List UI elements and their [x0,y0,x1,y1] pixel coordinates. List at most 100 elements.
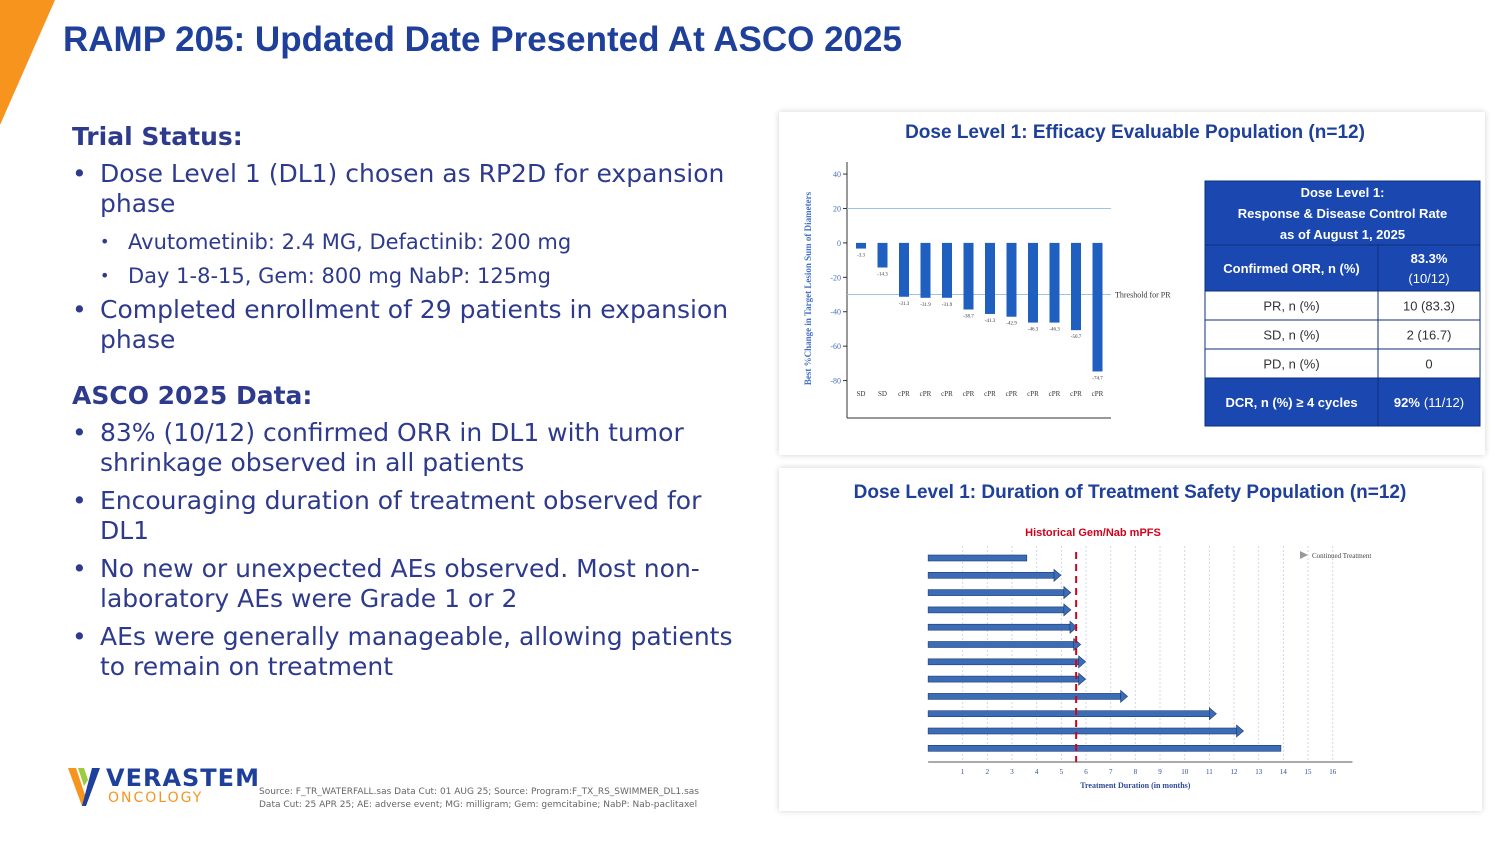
x-tick-label: 6 [1084,768,1088,776]
bar [942,242,952,298]
table-cell [1377,319,1481,350]
continued-arrow [1063,585,1072,600]
annotation: Historical Gem/Nab mPFS [1025,527,1161,539]
legend-label: Continued Treatment [1312,552,1371,560]
x-tick-label: 9 [1158,768,1162,776]
bar [963,242,974,310]
bar [927,693,1121,700]
y-tick-label: -80 [830,377,841,386]
section: ASCO 2025 Data: 83% (10/12) confirmed ORR… [72,381,752,682]
section-heading: Trial Status: [72,122,243,151]
table-cell [1204,290,1379,321]
y-tick-label: 0 [837,239,841,248]
table-header: as of August 1, 2025 [1280,227,1405,242]
bar [1092,242,1103,372]
table-cell [1377,244,1481,292]
x-tick-label: 16 [1329,768,1337,776]
table-value: (11/12) [1424,395,1464,410]
value-label: -3.3 [857,254,865,259]
x-tick-label: 8 [1134,768,1138,776]
x-tick-label: 14 [1280,768,1288,776]
continued-arrow [1120,689,1129,704]
y-tick-label: -40 [830,308,841,317]
table-value: 0 [1425,357,1432,372]
bullet: Completed enrollment of 29 patients in e… [72,295,752,355]
bar [927,623,1071,631]
corner-accent [0,0,55,125]
x-axis-label: Treatment Duration (in months) [1080,781,1190,790]
sub-bullet: Avutometinib: 2.4 MG, Defactinib: 200 mg [100,227,752,257]
bar [877,242,888,268]
bar [927,554,1028,562]
bullet: Encouraging duration of treatment observ… [72,486,752,546]
x-tick-label: 4 [1035,768,1039,776]
bullet: AEs were generally manageable, allowing … [72,622,752,682]
x-tick-label: SD [857,390,866,398]
table-value: 10 (83.3) [1403,299,1455,314]
bar [927,710,1210,717]
table-label: PR, n (%) [1263,299,1319,314]
bar [927,641,1074,648]
value-label: -31.9 [920,303,931,308]
continued-arrow [1069,620,1078,634]
bar [927,744,1282,752]
table-label: DCR, n (%) ≥ 4 cycles [1225,395,1357,410]
bar [927,606,1065,614]
logo-subtext: ONCOLOGY [108,790,204,806]
y-tick-label: 40 [833,170,841,179]
bar [927,589,1065,596]
y-tick-label: -60 [830,342,841,351]
x-tick-label: cPR [920,390,932,398]
bar [1049,242,1060,323]
swimmer-chart: Dose Level 1: Duration of Treatment Safe… [854,482,1407,790]
bar [927,727,1237,735]
table-label: PD, n (%) [1263,357,1319,372]
value-label: -38.7 [963,314,974,319]
x-tick-label: 12 [1231,768,1239,776]
section: Trial Status: Dose Level 1 (DL1) chosen a… [72,122,752,355]
table-cell [1377,348,1481,379]
table-header: Response & Disease Control Rate [1238,206,1448,221]
continued-arrow [1078,672,1087,686]
continued-arrow [1063,603,1072,617]
table-header: Dose Level 1: [1301,185,1385,200]
x-tick-label: SD [878,390,887,398]
waterfall-chart: Dose Level 1: Efficacy Evaluable Populat… [803,122,1481,427]
table-label: SD, n (%) [1263,328,1319,343]
x-tick-label: 13 [1255,768,1263,776]
logo-text: VERASTEM [106,764,260,792]
x-tick-label: cPR [1006,390,1018,398]
bar [899,242,909,297]
x-tick-label: cPR [984,390,996,398]
bar [985,242,995,314]
x-tick-label: 11 [1206,768,1213,776]
y-tick-label: -20 [830,273,841,282]
table-cell [1377,290,1481,321]
legend-arrow [1300,551,1308,559]
continued-arrow [1236,724,1244,738]
waterfall-card: Dose Level 1: Efficacy Evaluable Populat… [779,112,1485,455]
table-cell [1204,319,1379,350]
continued-arrow [1078,655,1087,669]
x-tick-label: 1 [961,768,965,776]
chart-title: Dose Level 1: Duration of Treatment Safe… [854,482,1407,503]
table-value: 92% (11/12) [1394,395,1464,410]
x-tick-label: cPR [1027,390,1039,398]
continued-arrow [1073,637,1082,652]
logo-mark [68,768,100,806]
table-header-bg [1204,180,1481,246]
table-value: 83.3% [1411,251,1448,266]
table-cell [1204,377,1379,427]
value-label: -50.7 [1071,335,1082,340]
value-label: -31.9 [942,303,953,308]
bar [1006,242,1017,317]
x-tick-label: 7 [1109,768,1113,776]
x-tick-label: cPR [898,390,910,398]
bullet-text: Trial Status: Dose Level 1 (DL1) chosen a… [72,122,752,708]
value-label: -46.3 [1028,328,1039,333]
table-value: (10/12) [1408,271,1449,286]
bar [927,675,1079,683]
value-label: -42.9 [1006,322,1017,327]
value-label: -74.7 [1092,376,1103,381]
